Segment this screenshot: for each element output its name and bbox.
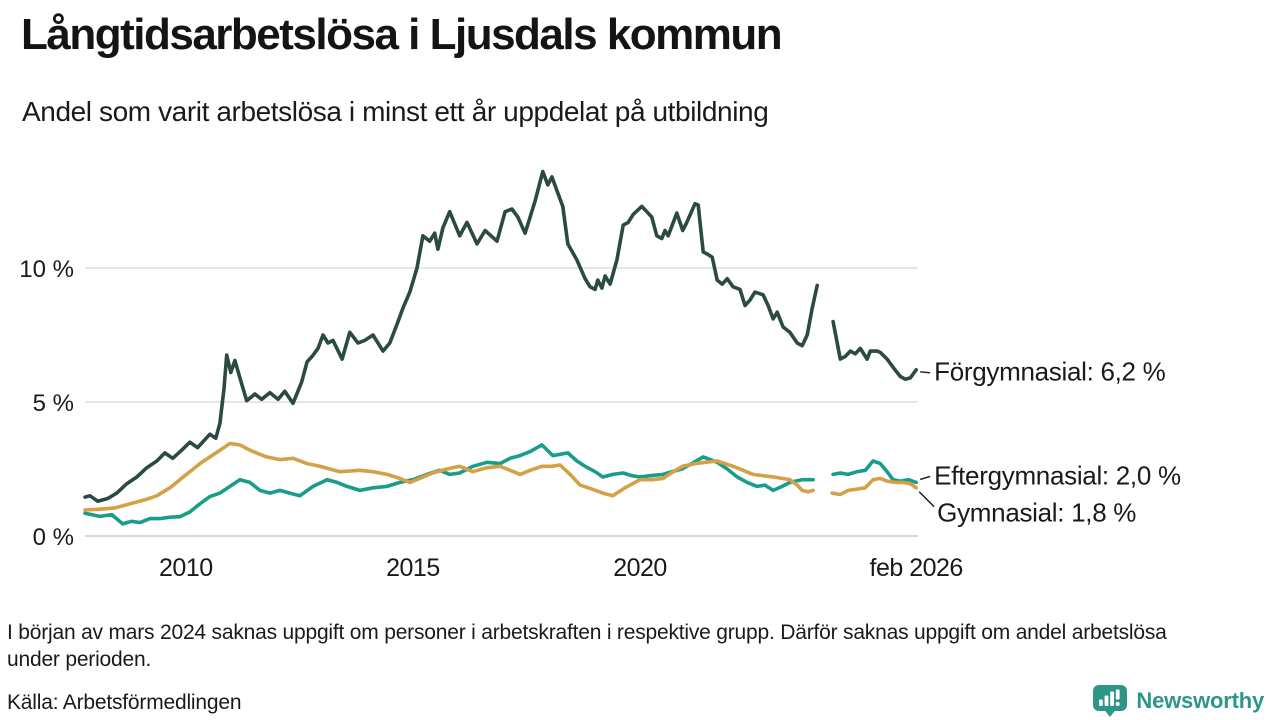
newsworthy-wordmark: Newsworthy — [1136, 688, 1264, 713]
series-line-gymnasial — [83, 441, 815, 512]
x-axis-tick-label: 2020 — [613, 554, 667, 582]
x-axis-tick-label: 2010 — [159, 554, 213, 582]
source-label: Källa: Arbetsförmedlingen — [7, 691, 242, 714]
end-label-connector — [918, 491, 935, 508]
series-end-label: Gymnasial: 1,8 % — [937, 498, 1136, 528]
series-end-label: Förgymnasial: 6,2 % — [934, 357, 1165, 387]
x-axis-tick-label: 2015 — [386, 554, 440, 582]
y-axis-tick-label: 0 % — [33, 524, 74, 551]
newsworthy-logo: Newsworthy — [1093, 685, 1264, 717]
y-axis-tick-label: 5 % — [33, 390, 74, 417]
footnote: I början av mars 2024 saknas uppgift om … — [7, 621, 1167, 671]
series-line-gymnasial — [830, 476, 918, 497]
series-line-frgymnasial — [83, 169, 819, 503]
y-axis-tick-label: 10 % — [19, 256, 74, 283]
series-end-label: Eftergymnasial: 2,0 % — [934, 460, 1181, 490]
page-title: Långtidsarbetslösa i Ljusdals kommun — [21, 10, 783, 59]
x-axis-tick-label: feb 2026 — [870, 554, 963, 582]
newsworthy-icon — [1093, 685, 1128, 717]
series-line-frgymnasial — [831, 319, 918, 381]
end-label-connector — [919, 475, 931, 481]
end-label-connector — [920, 371, 931, 374]
page-subtitle: Andel som varit arbetslösa i minst ett å… — [22, 96, 769, 127]
series-line-eftergymnasial — [83, 443, 815, 526]
